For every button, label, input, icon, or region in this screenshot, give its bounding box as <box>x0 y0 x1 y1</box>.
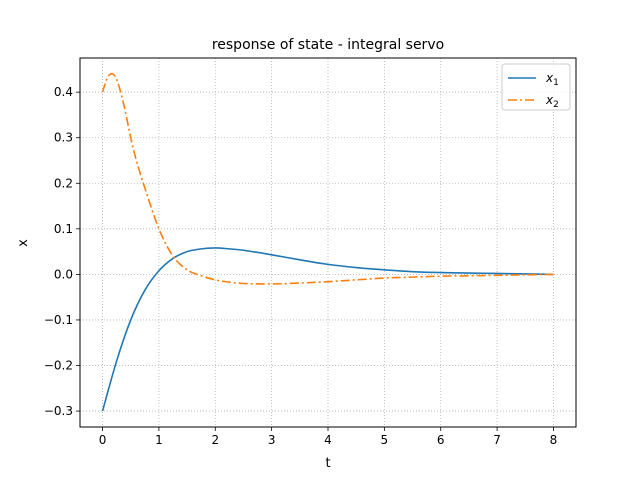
x-tick-label: 7 <box>493 433 501 447</box>
x-tick-label: 4 <box>324 433 332 447</box>
legend-box <box>501 63 571 111</box>
legend-label-x2: x2 <box>545 93 559 110</box>
y-tick-label: −0.2 <box>44 359 73 373</box>
chart-title: response of state - integral servo <box>212 37 444 53</box>
series-line-x1 <box>101 247 554 412</box>
y-tick-label: −0.3 <box>44 404 73 418</box>
x-axis-ticks: 0 1 2 3 4 5 6 7 8 <box>99 427 558 447</box>
legend-label-x1: x1 <box>545 71 559 88</box>
x-tick-label: 5 <box>381 433 389 447</box>
y-tick-label: 0.4 <box>54 85 73 99</box>
y-axis-ticks: −0.3 −0.2 −0.1 0.0 0.1 0.2 0.3 0.4 <box>44 85 80 418</box>
x-tick-label: 2 <box>211 433 219 447</box>
y-tick-label: 0.0 <box>54 267 73 281</box>
y-tick-label: 0.2 <box>54 176 73 190</box>
x-tick-label: 0 <box>99 433 107 447</box>
y-tick-label: −0.1 <box>44 313 73 327</box>
x-tick-label: 6 <box>437 433 445 447</box>
series-group <box>101 73 554 412</box>
x-tick-label: 1 <box>155 433 163 447</box>
y-tick-label: 0.3 <box>54 131 73 145</box>
x-axis-label: t <box>325 456 330 471</box>
series-line-x2 <box>101 73 554 285</box>
x-tick-label: 8 <box>550 433 558 447</box>
y-tick-label: 0.1 <box>54 222 73 236</box>
x-tick-label: 3 <box>268 433 276 447</box>
y-axis-label: x <box>16 239 31 247</box>
